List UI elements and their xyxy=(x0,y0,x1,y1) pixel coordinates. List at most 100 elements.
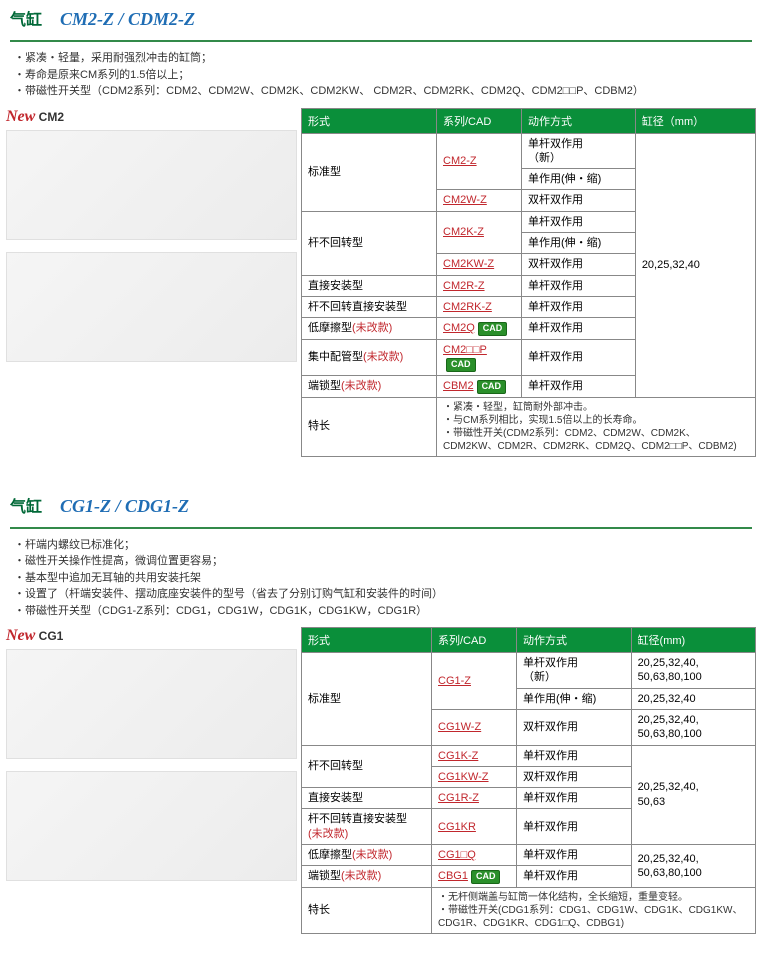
feature-row: 特长・无杆侧端盖与缸筒一体化结构，全长缩短，重量变轻。・带磁性开关(CDG1系列… xyxy=(302,887,756,933)
cell-form: 端锁型(未改款) xyxy=(302,375,437,397)
bullet-list: ・紧凑・轻量，采用耐强烈冲击的缸筒；・寿命是原来CM系列的1.5倍以上；・带磁性… xyxy=(0,50,762,108)
divider xyxy=(10,527,752,529)
cell-action: 单作用(伸・缩) xyxy=(522,169,636,190)
feature-text: ・紧凑・轻型，缸筒耐外部冲击。・与CM系列相比，实现1.5倍以上的长寿命。・带磁… xyxy=(437,397,756,456)
cell-series: CM2RK-Z xyxy=(437,296,522,317)
cell-form: 端锁型(未改款) xyxy=(302,866,432,888)
cell-action: 单杆双作用 xyxy=(522,296,636,317)
cell-action: 单杆双作用（新） xyxy=(517,653,632,689)
bullet-list: ・杆端内螺纹已标准化；・磁性开关操作性提高，微调位置更容易；・基本型中追加无耳轴… xyxy=(0,537,762,628)
cell-action: 单杆双作用（新） xyxy=(522,133,636,169)
title-en: CG1-Z / CDG1-Z xyxy=(60,496,189,517)
cell-form: 直接安装型 xyxy=(302,788,432,809)
content-row: New CG1形式系列/CAD动作方式缸径(mm)标准型CG1-Z单杆双作用（新… xyxy=(0,627,762,944)
image-column: New CG1 xyxy=(6,627,301,934)
new-label: New CM2 xyxy=(6,108,297,126)
cell-action: 双杆双作用 xyxy=(517,709,632,745)
cell-series: CM2QCAD xyxy=(437,318,522,340)
cad-badge: CAD xyxy=(446,358,476,372)
cell-form: 集中配管型(未改款) xyxy=(302,339,437,375)
cell-series: CM2-Z xyxy=(437,133,522,190)
cell-bore: 20,25,32,40 xyxy=(631,688,755,709)
divider xyxy=(10,40,752,42)
bullet-item: ・带磁性开关型（CDM2系列：CDM2、CDM2W、CDM2K、CDM2KW、 … xyxy=(14,83,748,100)
series-link[interactable]: CG1K-Z xyxy=(438,750,478,762)
bullet-item: ・磁性开关操作性提高，微调位置更容易； xyxy=(14,553,748,570)
series-link[interactable]: CG1KW-Z xyxy=(438,771,489,783)
series-link[interactable]: CM2Q xyxy=(443,322,475,334)
cell-form: 标准型 xyxy=(302,653,432,745)
new-label: New CG1 xyxy=(6,627,297,645)
cell-form: 低摩擦型(未改款) xyxy=(302,318,437,340)
cell-action: 单杆双作用 xyxy=(517,788,632,809)
series-link[interactable]: CG1□Q xyxy=(438,849,476,861)
cell-action: 单杆双作用 xyxy=(517,866,632,888)
feature-label: 特长 xyxy=(302,397,437,456)
bullet-item: ・设置了（杆端安装件、摆动底座安装件的型号（省去了分别订购气缸和安装件的时间） xyxy=(14,586,748,603)
series-link[interactable]: CM2R-Z xyxy=(443,280,485,292)
cell-series: CBG1CAD xyxy=(432,866,517,888)
feature-text: ・无杆侧端盖与缸筒一体化结构，全长缩短，重量变轻。・带磁性开关(CDG1系列：C… xyxy=(432,887,756,933)
cell-series: CG1-Z xyxy=(432,653,517,710)
cell-action: 单杆双作用 xyxy=(517,745,632,766)
th-action: 动作方式 xyxy=(517,628,632,653)
series-link[interactable]: CG1R-Z xyxy=(438,792,479,804)
title-en: CM2-Z / CDM2-Z xyxy=(60,9,195,30)
table-column: 形式系列/CAD动作方式缸径（mm）标准型CM2-Z单杆双作用（新）20,25,… xyxy=(301,108,756,457)
th-bore: 缸径(mm) xyxy=(631,628,755,653)
series-link[interactable]: CG1W-Z xyxy=(438,721,481,733)
cell-series: CG1KR xyxy=(432,809,517,845)
th-form: 形式 xyxy=(302,108,437,133)
cell-form: 杆不回转型 xyxy=(302,211,437,275)
bullet-item: ・紧凑・轻量，采用耐强烈冲击的缸筒； xyxy=(14,50,748,67)
cell-form: 杆不回转直接安装型(未改款) xyxy=(302,809,432,845)
cad-badge: CAD xyxy=(477,380,507,394)
content-row: New CM2形式系列/CAD动作方式缸径（mm）标准型CM2-Z单杆双作用（新… xyxy=(0,108,762,467)
th-series: 系列/CAD xyxy=(437,108,522,133)
bullet-item: ・基本型中追加无耳轴的共用安装托架 xyxy=(14,570,748,587)
cell-series: CG1KW-Z xyxy=(432,766,517,787)
series-link[interactable]: CM2KW-Z xyxy=(443,258,494,270)
cell-bore: 20,25,32,40,50,63,80,100 xyxy=(631,709,755,745)
cell-action: 双杆双作用 xyxy=(522,254,636,275)
series-link[interactable]: CG1-Z xyxy=(438,675,471,687)
series-link[interactable]: CBG1 xyxy=(438,870,468,882)
product-figure xyxy=(6,649,297,759)
cell-series: CM2KW-Z xyxy=(437,254,522,275)
cell-action: 单杆双作用 xyxy=(522,275,636,296)
cell-series: CM2R-Z xyxy=(437,275,522,296)
section-title: 气缸CM2-Z / CDM2-Z xyxy=(0,0,762,36)
cell-series: CG1R-Z xyxy=(432,788,517,809)
spec-table: 形式系列/CAD动作方式缸径(mm)标准型CG1-Z单杆双作用（新）20,25,… xyxy=(301,627,756,934)
feature-label: 特长 xyxy=(302,887,432,933)
cell-action: 单杆双作用 xyxy=(522,339,636,375)
series-link[interactable]: CM2W-Z xyxy=(443,194,487,206)
series-link[interactable]: CBM2 xyxy=(443,380,474,392)
cell-bore: 20,25,32,40,50,63 xyxy=(631,745,755,844)
cell-series: CG1W-Z xyxy=(432,709,517,745)
th-form: 形式 xyxy=(302,628,432,653)
cell-series: CM2K-Z xyxy=(437,211,522,254)
cad-badge: CAD xyxy=(471,870,501,884)
cell-action: 单杆双作用 xyxy=(522,211,636,232)
table-row: 标准型CM2-Z单杆双作用（新）20,25,32,40 xyxy=(302,133,756,169)
th-action: 动作方式 xyxy=(522,108,636,133)
series-link[interactable]: CM2□□P xyxy=(443,344,487,356)
cell-action: 单作用(伸・缩) xyxy=(522,232,636,253)
table-row: 低摩擦型(未改款)CG1□Q单杆双作用20,25,32,40,50,63,80,… xyxy=(302,845,756,866)
series-link[interactable]: CM2K-Z xyxy=(443,226,484,238)
cell-series: CBM2CAD xyxy=(437,375,522,397)
cell-action: 双杆双作用 xyxy=(522,190,636,211)
product-figure xyxy=(6,252,297,362)
series-link[interactable]: CM2-Z xyxy=(443,155,477,167)
cell-action: 双杆双作用 xyxy=(517,766,632,787)
bullet-item: ・带磁性开关型（CDG1-Z系列：CDG1，CDG1W，CDG1K，CDG1KW… xyxy=(14,603,748,620)
cell-bore: 20,25,32,40,50,63,80,100 xyxy=(631,845,755,888)
series-link[interactable]: CG1KR xyxy=(438,821,476,833)
th-bore: 缸径（mm） xyxy=(635,108,755,133)
cell-series: CG1K-Z xyxy=(432,745,517,766)
cell-series: CG1□Q xyxy=(432,845,517,866)
table-row: 杆不回转型CG1K-Z单杆双作用20,25,32,40,50,63 xyxy=(302,745,756,766)
cell-action: 单作用(伸・缩) xyxy=(517,688,632,709)
series-link[interactable]: CM2RK-Z xyxy=(443,301,492,313)
